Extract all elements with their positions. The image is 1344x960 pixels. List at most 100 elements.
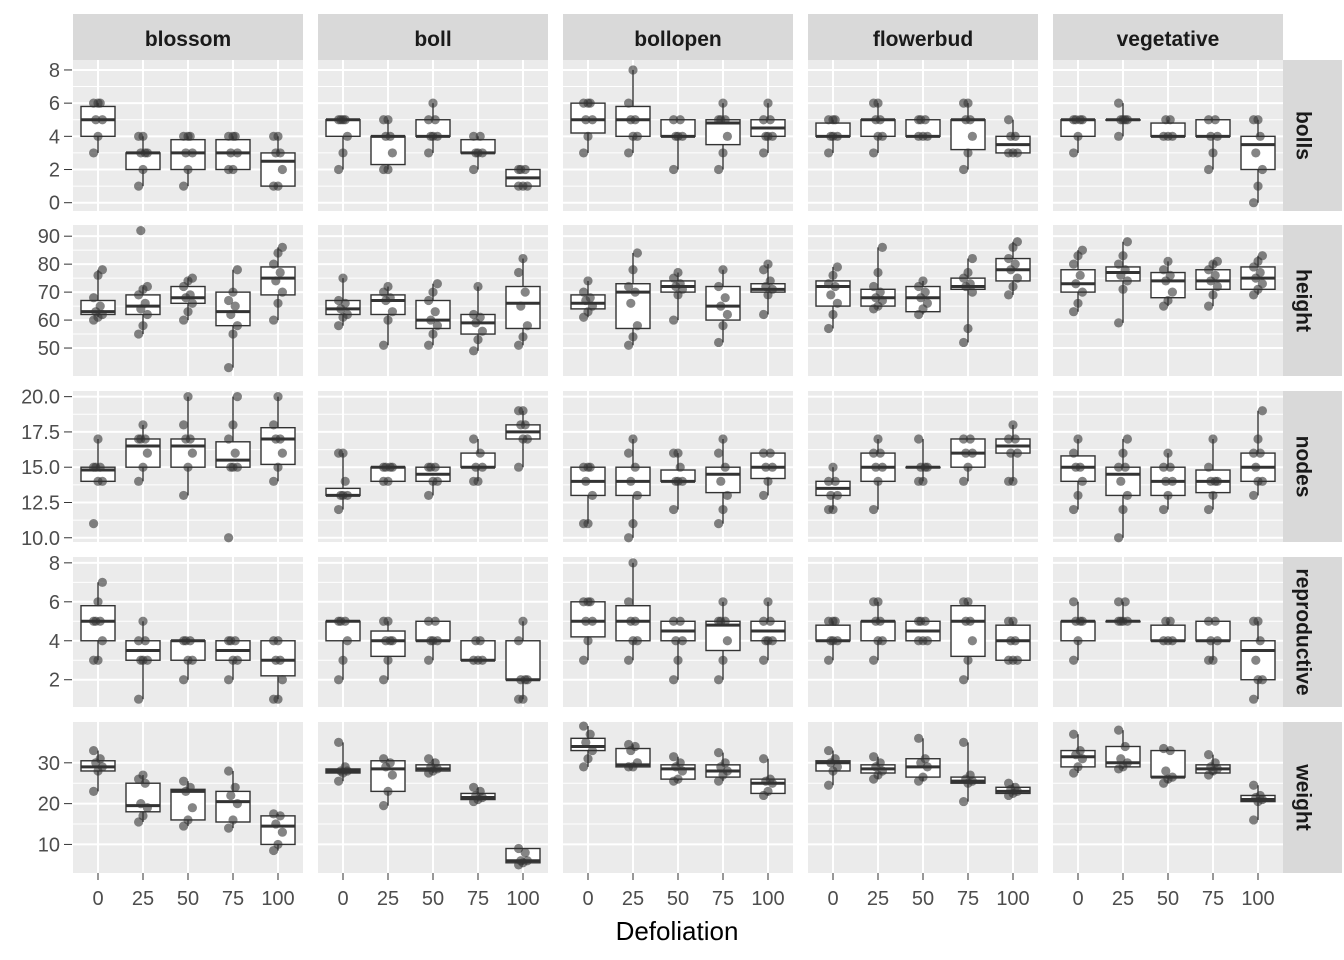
data-point (759, 655, 769, 665)
strip-label-weight: weight (1291, 763, 1314, 831)
box-100 (750, 597, 786, 665)
data-point (224, 434, 234, 444)
box-100 (505, 253, 541, 350)
data-point (1204, 164, 1214, 175)
data-point (1069, 148, 1079, 158)
data-point (630, 115, 640, 125)
data-point (1210, 616, 1220, 626)
data-point (1212, 636, 1222, 646)
data-point (522, 856, 533, 866)
data-point (1208, 434, 1218, 444)
data-point (1165, 462, 1175, 472)
box-0 (815, 616, 851, 665)
box-50 (170, 131, 206, 191)
data-point (920, 754, 930, 764)
data-point (767, 636, 778, 646)
data-point (1118, 251, 1128, 261)
data-point (967, 287, 978, 297)
data-point (518, 616, 528, 626)
data-point (714, 115, 724, 125)
box-50 (905, 616, 941, 646)
box-50 (905, 733, 941, 786)
panel-flowerbud-height (808, 225, 1038, 376)
data-point (134, 181, 144, 191)
data-point (1255, 636, 1265, 646)
data-point (877, 242, 888, 252)
data-point (1167, 131, 1177, 141)
data-point (963, 267, 973, 278)
data-point (1012, 237, 1023, 247)
x-tick-label: 0 (337, 888, 348, 910)
data-point (761, 636, 771, 646)
data-point (1122, 434, 1132, 444)
data-point (716, 476, 726, 486)
data-point (628, 519, 638, 529)
data-point (385, 462, 395, 472)
data-point (1208, 655, 1218, 665)
data-point (963, 655, 973, 665)
data-point (1114, 533, 1124, 543)
data-point (718, 321, 728, 331)
data-point (718, 265, 728, 275)
data-point (334, 164, 344, 175)
data-point (1006, 448, 1016, 458)
data-point (869, 281, 879, 292)
data-point (914, 733, 924, 743)
box-25 (1105, 98, 1141, 141)
data-point (275, 267, 285, 278)
box-75 (460, 131, 496, 175)
data-point (1069, 259, 1079, 269)
box-25 (1105, 237, 1141, 328)
strip-label-flowerbud: flowerbud (873, 28, 973, 51)
data-point (1004, 253, 1014, 264)
x-axis-title: Defoliation (616, 916, 739, 946)
data-point (967, 636, 978, 646)
data-point (1069, 307, 1079, 317)
box-75 (950, 434, 986, 486)
data-point (1167, 287, 1177, 297)
data-point (520, 287, 530, 297)
x-tick-label: 25 (1112, 888, 1134, 910)
data-point (1116, 754, 1126, 764)
data-point (187, 803, 197, 813)
data-point (93, 597, 103, 607)
data-point (477, 326, 487, 336)
data-point (722, 636, 733, 646)
data-point (716, 301, 726, 311)
data-point (632, 321, 643, 331)
x-tick-label: 50 (177, 888, 199, 910)
data-point (1257, 406, 1267, 416)
data-point (832, 131, 843, 141)
data-point (518, 253, 528, 264)
data-point (1206, 636, 1216, 646)
data-point (89, 293, 99, 303)
data-point (875, 287, 885, 297)
box-50 (1150, 115, 1186, 141)
data-point (1120, 597, 1130, 607)
data-point (273, 131, 283, 141)
data-point (1012, 148, 1023, 158)
data-point (869, 148, 879, 158)
data-point (671, 131, 681, 141)
data-point (97, 115, 107, 125)
data-point (1069, 115, 1079, 125)
data-point (624, 655, 634, 665)
data-point (430, 115, 440, 125)
data-point (669, 164, 679, 175)
data-point (914, 115, 924, 125)
data-point (714, 281, 724, 292)
data-point (1075, 745, 1085, 756)
data-point (630, 287, 640, 297)
box-0 (570, 462, 606, 529)
box-0 (80, 745, 116, 796)
data-point (514, 843, 524, 854)
data-point (387, 307, 397, 317)
data-point (232, 392, 242, 402)
data-point (1253, 181, 1263, 191)
data-point (185, 434, 195, 444)
y-tick-label: 10 (38, 834, 60, 856)
data-point (93, 131, 103, 141)
data-point (1073, 636, 1083, 646)
data-point (1163, 448, 1173, 458)
data-point (1210, 270, 1220, 280)
